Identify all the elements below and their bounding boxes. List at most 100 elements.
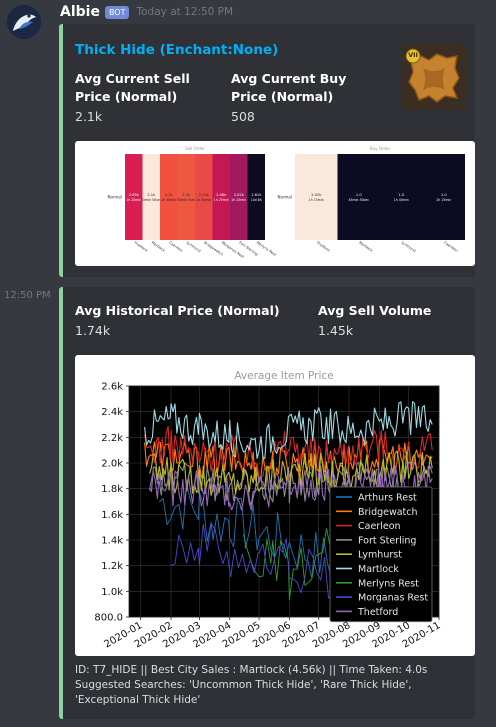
heatmap-cell-age: 1h 15min bbox=[309, 198, 324, 202]
tier-badge: VII bbox=[408, 51, 418, 59]
heatmap-cell bbox=[337, 154, 380, 240]
heatmap-cell bbox=[230, 154, 248, 240]
heatmap-city-label: Caerleon bbox=[168, 241, 183, 254]
heatmap-cell-age: 45min 50sec bbox=[348, 198, 369, 202]
heatmap-cell bbox=[212, 154, 230, 240]
author-name[interactable]: Albie bbox=[60, 4, 100, 20]
heatmap-cell bbox=[247, 154, 265, 240]
legend-entry: Bridgewatch bbox=[358, 507, 418, 518]
heatmap-cell bbox=[380, 154, 423, 240]
heatmap-cell bbox=[177, 154, 195, 240]
heatmap-row-label: Normal bbox=[278, 195, 292, 200]
thick-hide-item-icon bbox=[401, 44, 467, 110]
heatmap-cell-value: 1.0 bbox=[441, 193, 447, 197]
heatmap-cell bbox=[422, 154, 465, 240]
price-history-chart: Average Item Price 800.0 1.0k 1.2k 1.4k 1.6k 1… bbox=[94, 370, 442, 650]
heatmap-cell-value: 2.09k bbox=[129, 193, 140, 197]
heatmap-cell-age: 45min 50sec bbox=[141, 198, 162, 202]
message-header: Albie BOT Today at 12:50 PM bbox=[60, 3, 233, 21]
heatmap-city-label: Martlock bbox=[358, 241, 374, 254]
legend-entry: Morganas Rest bbox=[358, 593, 428, 604]
price-history-chart-image[interactable]: Average Item Price 800.0 1.0k 1.2k 1.4k 1.6k 1… bbox=[75, 355, 475, 656]
heatmap-cell-age: 1h 40min bbox=[394, 198, 409, 202]
legend-entry: Fort Sterling bbox=[358, 535, 416, 546]
series-line-thetford bbox=[148, 464, 433, 511]
y-tick-label: 1.8k bbox=[101, 484, 123, 495]
heatmap-cell-age: 1h 55min bbox=[196, 198, 211, 202]
buy-price-field-value: 508 bbox=[231, 109, 255, 124]
heatmap-cell-value: 1.0 bbox=[356, 193, 362, 197]
heatmap-city-label: Thetford bbox=[315, 240, 331, 253]
embed-footer: ID: T7_HIDE || Best City Sales : Martloc… bbox=[75, 663, 467, 708]
buy-price-field-name: Avg Current Buy Price (Normal) bbox=[231, 71, 347, 104]
y-tick-label: 1.6k bbox=[101, 510, 123, 521]
series-line-caerleon bbox=[144, 425, 433, 478]
heatmap-cell-value: 1.61k bbox=[251, 193, 262, 197]
plot-frame bbox=[128, 385, 440, 618]
heatmap-row-label: Normal bbox=[108, 195, 122, 200]
heatmap-cell-value: 1.0 bbox=[398, 193, 404, 197]
history-embed: Avg Historical Price (Normal) 1.74k Avg … bbox=[59, 287, 475, 719]
price-embed: Thick Hide (Enchant:None) Avg Current Se… bbox=[59, 24, 475, 277]
heatmap-city-label: Merlyns Rest bbox=[256, 241, 278, 258]
heatmap-cell-age: 1h 25min bbox=[126, 198, 141, 202]
y-tick-label: 1.4k bbox=[101, 536, 123, 547]
heatmap-title: Sell Order bbox=[185, 146, 205, 151]
historical-price-field-value: 1.74k bbox=[75, 323, 111, 338]
series-line-merlyns-rest bbox=[242, 517, 338, 601]
heatmap-city-label: Lymhurst bbox=[186, 241, 202, 254]
heatmap-title: Buy Order bbox=[370, 146, 391, 151]
heatmap-cell-value: 2.02k bbox=[311, 193, 322, 197]
historical-price-field-name: Avg Historical Price (Normal) bbox=[75, 303, 280, 318]
y-tick-label: 1.2k bbox=[101, 561, 123, 572]
y-tick-label: 2.2k bbox=[101, 433, 123, 444]
bot-avatar[interactable] bbox=[7, 5, 41, 39]
message-timestamp: Today at 12:50 PM bbox=[136, 6, 234, 18]
legend-entry: Arthurs Rest bbox=[358, 493, 417, 504]
chart-title: Average Item Price bbox=[234, 370, 333, 382]
heatmap-cell-value: 2.1k bbox=[165, 193, 174, 197]
series-line-martlock bbox=[144, 401, 433, 460]
y-tick-label: 800.0 bbox=[94, 613, 123, 624]
legend-entry: Caerleon bbox=[358, 521, 401, 532]
albie-avatar-icon bbox=[7, 5, 41, 39]
legend-entry: Martlock bbox=[358, 564, 399, 575]
heatmap-city-label: Caerleon bbox=[443, 241, 458, 254]
item-thumbnail[interactable]: VII bbox=[401, 44, 467, 110]
sell-price-field-name: Avg Current Sell Price (Normal) bbox=[75, 71, 190, 104]
heatmap-cell bbox=[125, 154, 143, 240]
legend-entry: Thetford bbox=[357, 607, 398, 618]
bot-badge: BOT bbox=[104, 5, 130, 19]
order-heatmaps-image[interactable]: Sell Order Normal 2.09k 1h 25min Thetford 2.1… bbox=[75, 141, 475, 266]
heatmap-cell-value: 2.13k bbox=[199, 193, 210, 197]
legend-entry: Lymhurst bbox=[358, 550, 402, 561]
legend-entry: Merlyns Rest bbox=[358, 578, 419, 589]
y-tick-label: 1.0k bbox=[101, 587, 123, 598]
heatmap-cell-value: 2.02k bbox=[234, 193, 245, 197]
series-line-morganas-rest bbox=[170, 523, 350, 599]
heatmap-city-label: Martlock bbox=[151, 241, 167, 254]
y-tick-label: 2.4k bbox=[101, 407, 123, 418]
embed-title[interactable]: Thick Hide (Enchant:None) bbox=[75, 42, 279, 58]
heatmap-cell-value: 2.06k bbox=[216, 193, 227, 197]
heatmap-cell bbox=[295, 154, 338, 240]
series-line-lymhurst bbox=[148, 450, 433, 497]
y-tick-label: 2.0k bbox=[101, 459, 123, 470]
sell-price-field-value: 2.1k bbox=[75, 109, 103, 124]
heatmap-city-label: Thetford bbox=[132, 240, 148, 253]
heatmap-cell bbox=[195, 154, 213, 240]
footer-suggested-searches: Suggested Searches: 'Uncommon Thick Hide… bbox=[75, 679, 412, 706]
y-tick-label: 2.6k bbox=[101, 382, 123, 393]
chart-legend bbox=[329, 486, 433, 623]
heatmap-cell bbox=[142, 154, 160, 240]
heatmap-cell-age: 1h 25min bbox=[214, 198, 229, 202]
heatmap-cell-age: 50min 5sec bbox=[177, 198, 196, 202]
heatmap-city-label: Lymhurst bbox=[401, 241, 417, 254]
heatmap-cell-value: 2.1k bbox=[182, 193, 191, 197]
heatmap-cell-age: 1h 30min bbox=[161, 198, 176, 202]
heatmap-cell-value: 2.1k bbox=[147, 193, 156, 197]
heatmap-cell-age: 14d 8h bbox=[251, 198, 262, 202]
heatmap-cell bbox=[160, 154, 178, 240]
heatmap-cell-age: 1h 25min bbox=[231, 198, 246, 202]
